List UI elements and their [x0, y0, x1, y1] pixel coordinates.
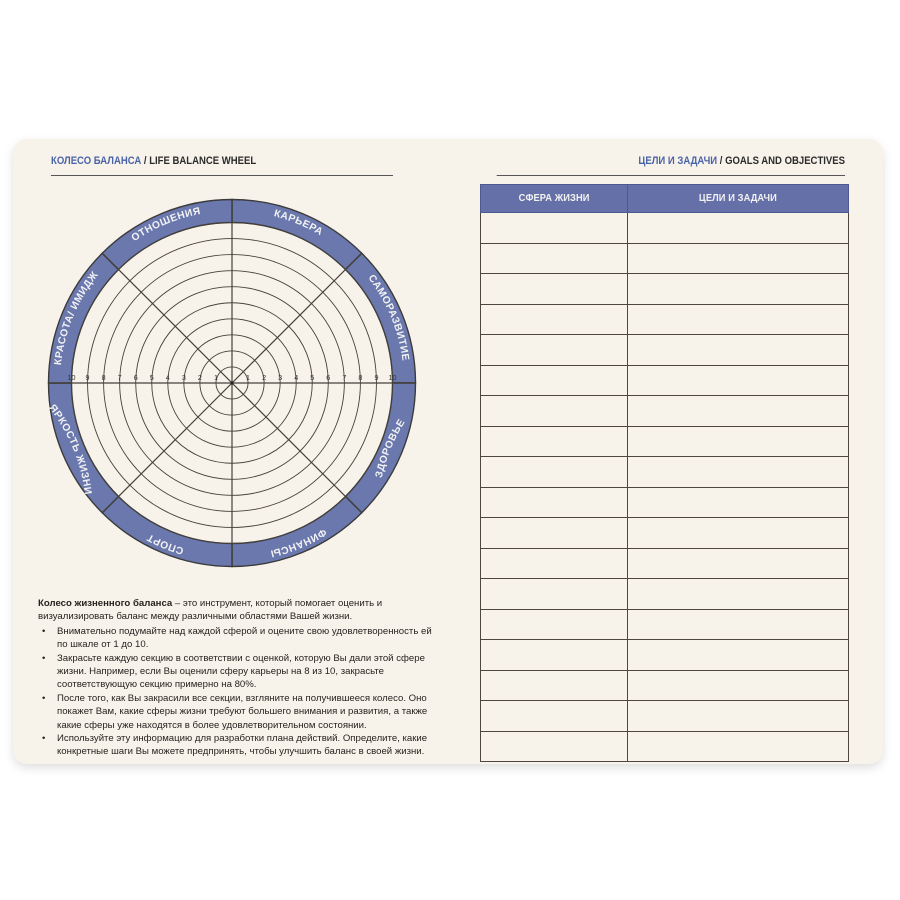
svg-text:8: 8 — [102, 373, 106, 382]
svg-text:10: 10 — [389, 373, 397, 382]
svg-text:3: 3 — [278, 373, 282, 382]
svg-text:7: 7 — [118, 373, 122, 382]
svg-text:4: 4 — [166, 373, 170, 382]
svg-text:6: 6 — [326, 373, 330, 382]
svg-text:7: 7 — [342, 373, 346, 382]
svg-text:5: 5 — [150, 373, 154, 382]
svg-text:8: 8 — [358, 373, 362, 382]
svg-text:2: 2 — [198, 373, 202, 382]
svg-text:5: 5 — [310, 373, 314, 382]
svg-text:1: 1 — [214, 373, 218, 382]
svg-text:9: 9 — [374, 373, 378, 382]
svg-text:6: 6 — [134, 373, 138, 382]
svg-text:2: 2 — [262, 373, 266, 382]
svg-text:9: 9 — [86, 373, 90, 382]
svg-text:10: 10 — [68, 373, 76, 382]
svg-text:1: 1 — [246, 373, 250, 382]
svg-text:4: 4 — [294, 373, 298, 382]
svg-text:3: 3 — [182, 373, 186, 382]
